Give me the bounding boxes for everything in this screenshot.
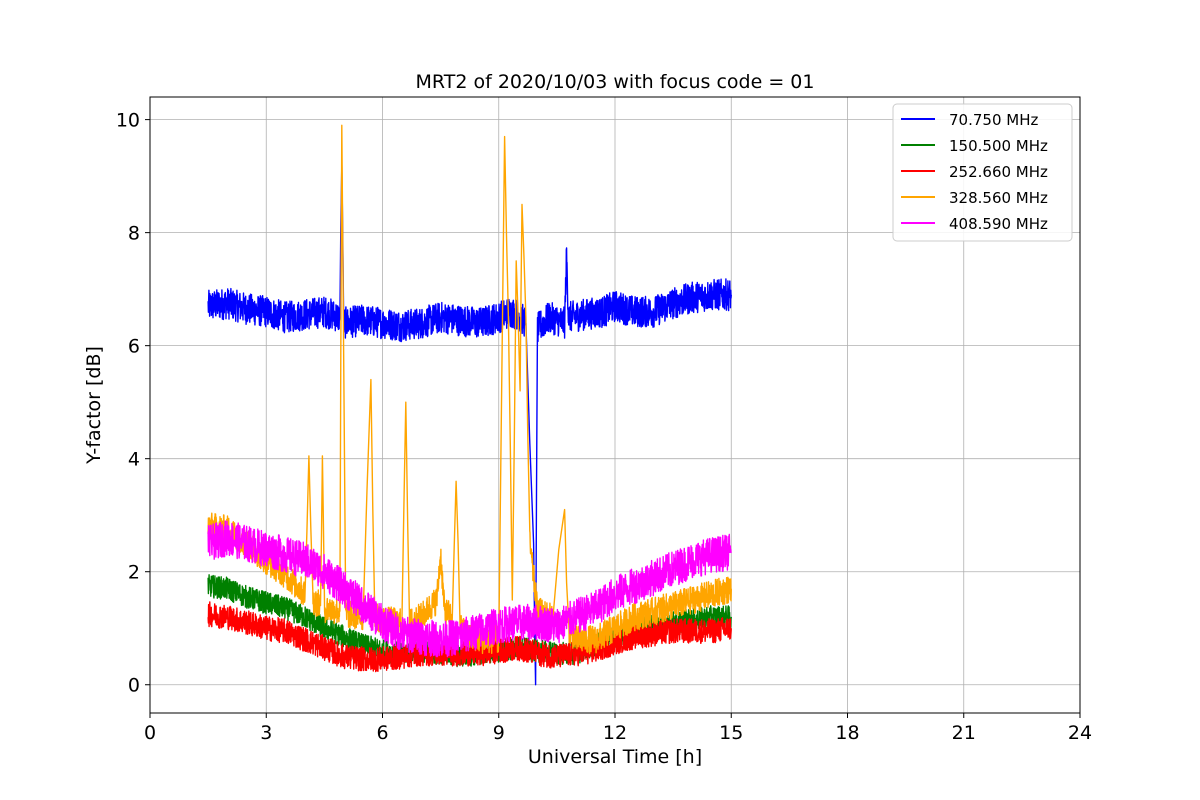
series-line [207,164,732,686]
y-tick-label: 8 [128,223,140,245]
x-axis-label: Universal Time [h] [528,746,702,768]
legend-label: 408.590 MHz [949,215,1048,233]
x-tick-label: 12 [603,722,627,744]
legend-label: 252.660 MHz [949,163,1048,181]
y-tick-label: 2 [128,562,140,584]
x-tick-label: 6 [376,722,388,744]
x-tick-label: 24 [1068,722,1092,744]
x-tick-label: 0 [144,722,156,744]
legend-box [892,103,1073,242]
y-tick-label: 6 [128,336,140,358]
chart-title: MRT2 of 2020/10/03 with focus code = 01 [416,71,815,93]
series-line [207,520,732,658]
x-tick-label: 15 [719,722,743,744]
x-tick-label: 18 [835,722,859,744]
y-tick-label: 0 [128,675,140,697]
series-line [207,601,732,673]
x-tick-label: 21 [952,722,976,744]
legend-label: 70.750 MHz [949,111,1038,129]
legend-label: 328.560 MHz [949,189,1048,207]
y-tick-label: 4 [128,449,140,471]
legend-label: 150.500 MHz [949,137,1048,155]
x-tick-label: 3 [260,722,272,744]
y-axis-label: Y-factor [dB] [83,346,105,465]
legend: 70.750 MHz 150.500 MHz 252.660 MHz 328.560 … [892,103,1073,242]
series-lines [207,124,732,686]
y-tick-label: 10 [116,110,140,132]
x-tick-label: 9 [493,722,505,744]
